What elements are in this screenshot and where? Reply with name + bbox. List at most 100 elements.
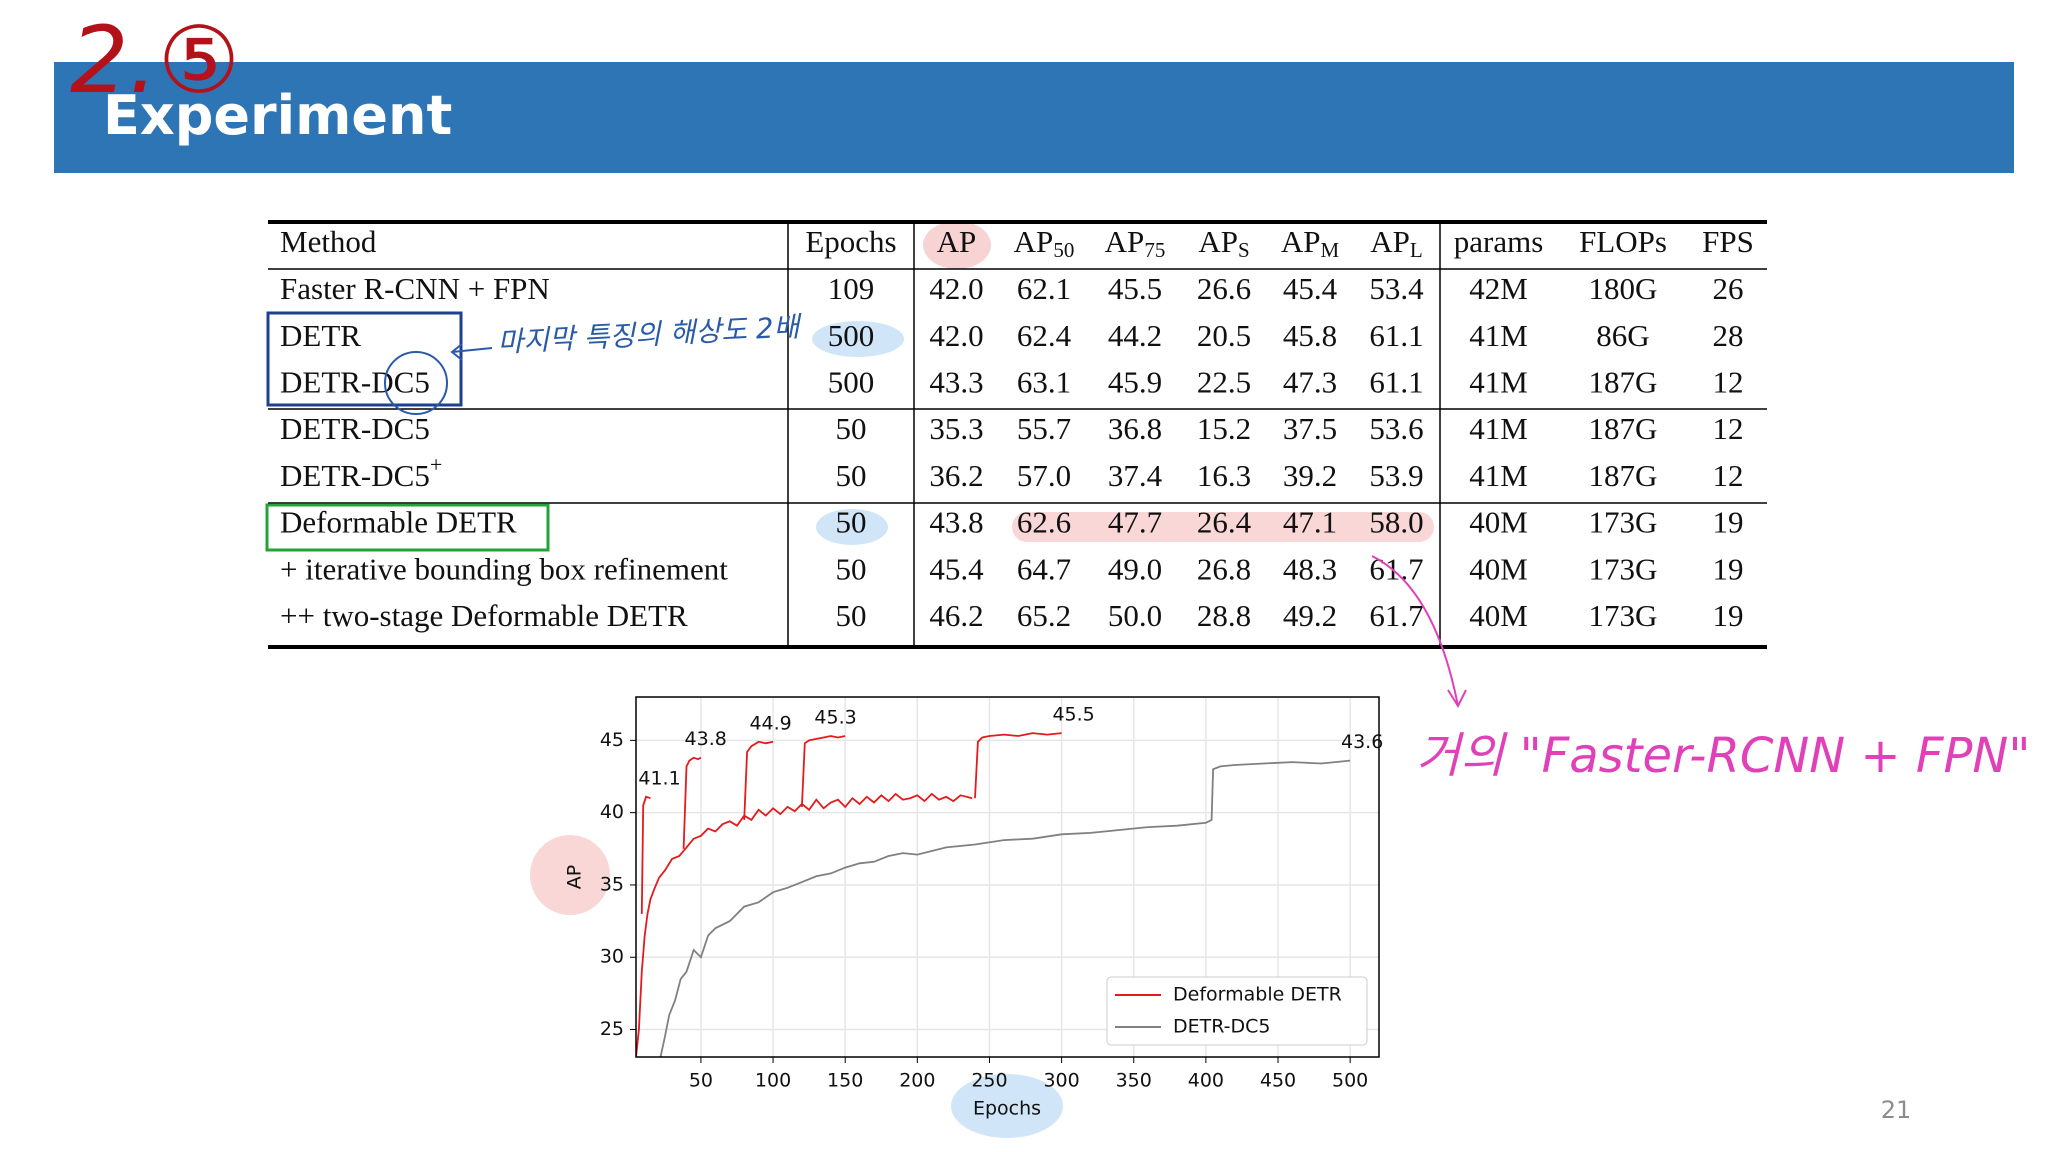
arrow <box>1371 555 1467 709</box>
peak-label: 43.6 <box>1341 731 1383 753</box>
table-cell: 43.8 <box>929 505 983 540</box>
table-cell: APL <box>1370 224 1422 262</box>
subscript: L <box>1410 238 1423 262</box>
table-cell: 61.1 <box>1369 318 1423 353</box>
table-cell: 41M <box>1469 458 1528 493</box>
table-cell: 61.7 <box>1369 598 1423 633</box>
table-cell: APM <box>1281 224 1340 262</box>
table-cell: 26.6 <box>1197 271 1251 306</box>
table-cell: 46.2 <box>929 598 983 633</box>
table-cell: 47.3 <box>1283 365 1337 400</box>
x-tick-label: 300 <box>1043 1070 1079 1092</box>
peak-label: 43.8 <box>685 728 727 750</box>
table-cell: 62.1 <box>1017 271 1071 306</box>
table-cell: 41M <box>1469 318 1528 353</box>
table-cell: 12 <box>1713 458 1744 493</box>
table-cell: 173G <box>1589 551 1658 586</box>
subscript: S <box>1238 238 1250 262</box>
y-tick-label: 35 <box>600 873 624 895</box>
x-tick-label: 200 <box>899 1070 935 1092</box>
circle-mark <box>384 351 448 415</box>
box-mark <box>265 503 550 552</box>
table-cell: 45.8 <box>1283 318 1337 353</box>
table-cell: 48.3 <box>1283 551 1337 586</box>
table-cell: FPS <box>1702 224 1754 259</box>
table-cell: AP75 <box>1105 224 1166 262</box>
table-cell: AP50 <box>1014 224 1075 262</box>
table-cell: params <box>1454 224 1544 259</box>
y-axis-label: AP <box>564 865 586 889</box>
table-cell: 64.7 <box>1017 551 1071 586</box>
table-cell: 47.7 <box>1108 505 1162 540</box>
table-cell: 42.0 <box>929 318 983 353</box>
table-cell: 26.4 <box>1197 505 1252 540</box>
cell-text: DETR-DC5 <box>280 458 430 493</box>
table-cell: 55.7 <box>1017 411 1071 446</box>
table-cell: 50 <box>836 598 867 633</box>
table-cell: DETR-DC5 <box>280 365 430 400</box>
table-cell: 173G <box>1589 505 1658 540</box>
table-cell: 40M <box>1469 598 1528 633</box>
table-cell: FLOPs <box>1579 224 1667 259</box>
table-cell: 37.5 <box>1283 411 1337 446</box>
peak-label: 41.1 <box>638 767 680 789</box>
table-cell: 61.7 <box>1369 551 1423 586</box>
table-cell: 36.8 <box>1108 411 1162 446</box>
cell-text: AP <box>1198 224 1238 259</box>
x-tick-label: 400 <box>1188 1070 1224 1092</box>
table-cell: 50.0 <box>1108 598 1162 633</box>
highlight <box>816 509 888 545</box>
table-cell: 86G <box>1596 318 1649 353</box>
table-cell: 36.2 <box>929 458 983 493</box>
table-cell: 20.5 <box>1197 318 1251 353</box>
table-cell: 19 <box>1713 551 1744 586</box>
table-cell: 41M <box>1469 411 1528 446</box>
highlight <box>530 835 610 915</box>
table-cell: 62.6 <box>1017 505 1071 540</box>
table-cell: 35.3 <box>929 411 983 446</box>
table-cell: 28 <box>1713 318 1744 353</box>
table-cell: 12 <box>1713 365 1744 400</box>
table-cell: 187G <box>1589 365 1658 400</box>
table-cell: 62.4 <box>1017 318 1072 353</box>
table-cell: Method <box>280 224 377 259</box>
slide-title: Experiment <box>103 84 452 147</box>
table-cell: 43.3 <box>929 365 983 400</box>
table-cell: 53.9 <box>1369 458 1423 493</box>
table-cell: 41M <box>1469 365 1528 400</box>
y-tick-label: 30 <box>600 946 624 968</box>
table-cell: 22.5 <box>1197 365 1251 400</box>
table-cell: 45.9 <box>1108 365 1162 400</box>
table-cell: Deformable DETR <box>280 505 517 540</box>
series-line <box>659 759 1351 1057</box>
table-cell: 500 <box>828 318 875 353</box>
table-cell: 500 <box>828 365 875 400</box>
table-cell: 16.3 <box>1197 458 1251 493</box>
subscript: 50 <box>1053 238 1074 262</box>
legend-label: Deformable DETR <box>1173 984 1342 1006</box>
table-cell: 50 <box>836 551 867 586</box>
table-cell: 26 <box>1713 271 1744 306</box>
table-cell: Epochs <box>805 224 896 259</box>
table-cell: 26.8 <box>1197 551 1251 586</box>
table-cell: 40M <box>1469 505 1528 540</box>
table-cell: 19 <box>1713 505 1744 540</box>
table-cell: 45.4 <box>929 551 984 586</box>
table-cell: 37.4 <box>1108 458 1163 493</box>
x-tick-label: 150 <box>827 1070 863 1092</box>
x-tick-label: 450 <box>1260 1070 1296 1092</box>
table-cell: 53.6 <box>1369 411 1423 446</box>
table-cell: 57.0 <box>1017 458 1071 493</box>
table-cell: 173G <box>1589 598 1658 633</box>
table-cell: 109 <box>828 271 875 306</box>
table-cell: 45.5 <box>1108 271 1162 306</box>
table-cell: 15.2 <box>1197 411 1251 446</box>
table-cell: 180G <box>1589 271 1658 306</box>
subscript: 75 <box>1144 238 1165 262</box>
table-cell: AP <box>937 224 977 259</box>
highlight <box>951 1074 1063 1138</box>
plot-frame <box>635 696 1380 1058</box>
x-axis-label: Epochs <box>973 1098 1041 1120</box>
table-cell: APS <box>1198 224 1249 262</box>
highlight <box>923 221 991 269</box>
